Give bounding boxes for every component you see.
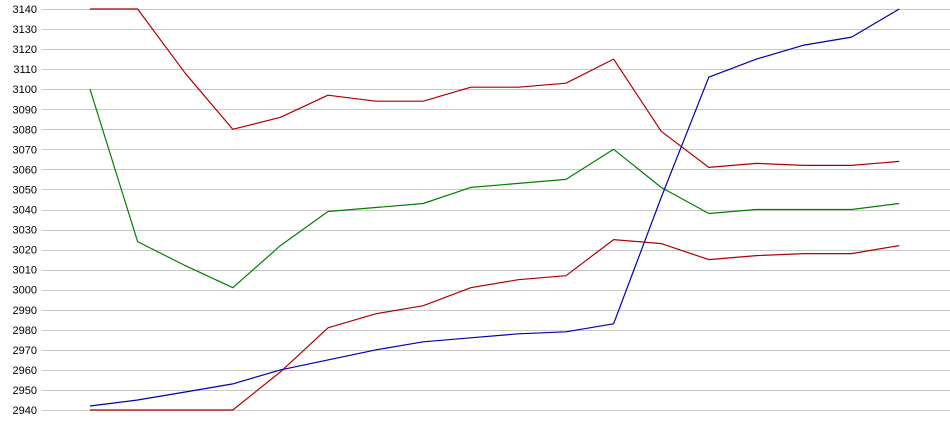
series-line-4	[89, 8, 900, 407]
y-tick-label-3080: 3080	[13, 124, 37, 136]
y-tick-label-2950: 2950	[13, 385, 37, 397]
gridlines	[42, 9, 950, 411]
y-tick-label-3040: 3040	[13, 205, 37, 217]
series-line-1	[90, 8, 900, 168]
y-tick-label-2960: 2960	[13, 365, 37, 377]
y-tick-label-2970: 2970	[13, 345, 37, 357]
y-tick-label-3120: 3120	[13, 44, 37, 56]
y-tick-label-3050: 3050	[13, 184, 37, 196]
y-tick-label-3130: 3130	[13, 24, 37, 36]
series-lines	[89, 8, 900, 411]
y-axis-tick-labels: 2940 2950 2960 2970 2980 2990 3000 3010 3020 3030…	[13, 4, 37, 417]
y-tick-label-3030: 3030	[13, 225, 37, 237]
y-tick-label-2980: 2980	[13, 325, 37, 337]
y-tick-label-3100: 3100	[13, 84, 37, 96]
series-line-2	[89, 89, 900, 289]
series-line-3	[90, 239, 900, 411]
y-tick-label-3140: 3140	[13, 4, 37, 16]
y-tick-label-2940: 2940	[13, 405, 37, 417]
y-tick-label-3020: 3020	[13, 245, 37, 257]
y-tick-label-3000: 3000	[13, 285, 37, 297]
y-tick-label-3060: 3060	[13, 164, 37, 176]
y-tick-label-3090: 3090	[13, 104, 37, 116]
y-tick-label-2990: 2990	[13, 305, 37, 317]
y-tick-label-3010: 3010	[13, 265, 37, 277]
y-tick-label-3110: 3110	[13, 64, 37, 76]
y-tick-label-3070: 3070	[13, 144, 37, 156]
